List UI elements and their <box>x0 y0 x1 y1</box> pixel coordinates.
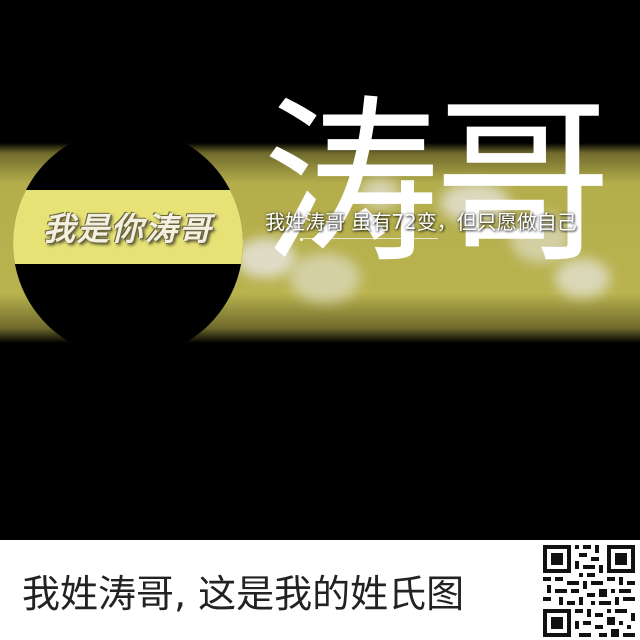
big-name-text: 涛哥 <box>262 80 612 287</box>
badge-band <box>13 190 243 264</box>
decorative-dot <box>300 238 303 241</box>
banner-decoration <box>290 253 360 303</box>
banner-decoration <box>236 238 296 278</box>
footer-caption: 我姓涛哥, 这是我的姓氏图 <box>22 572 465 616</box>
banner-decoration <box>440 183 510 223</box>
decorative-underline <box>303 238 438 239</box>
qr-code-icon[interactable] <box>543 545 635 637</box>
banner-decoration <box>510 213 570 263</box>
slogan-text: 我姓涛哥 虽有72变，但只愿做自己 <box>265 210 577 234</box>
banner-decoration <box>555 258 610 298</box>
banner-decoration <box>360 178 400 208</box>
badge-text: 我是你涛哥 <box>42 210 213 248</box>
footer-bar: 我姓涛哥, 这是我的姓氏图 <box>0 540 640 640</box>
badge-circle: 我是你涛哥 <box>13 128 243 358</box>
